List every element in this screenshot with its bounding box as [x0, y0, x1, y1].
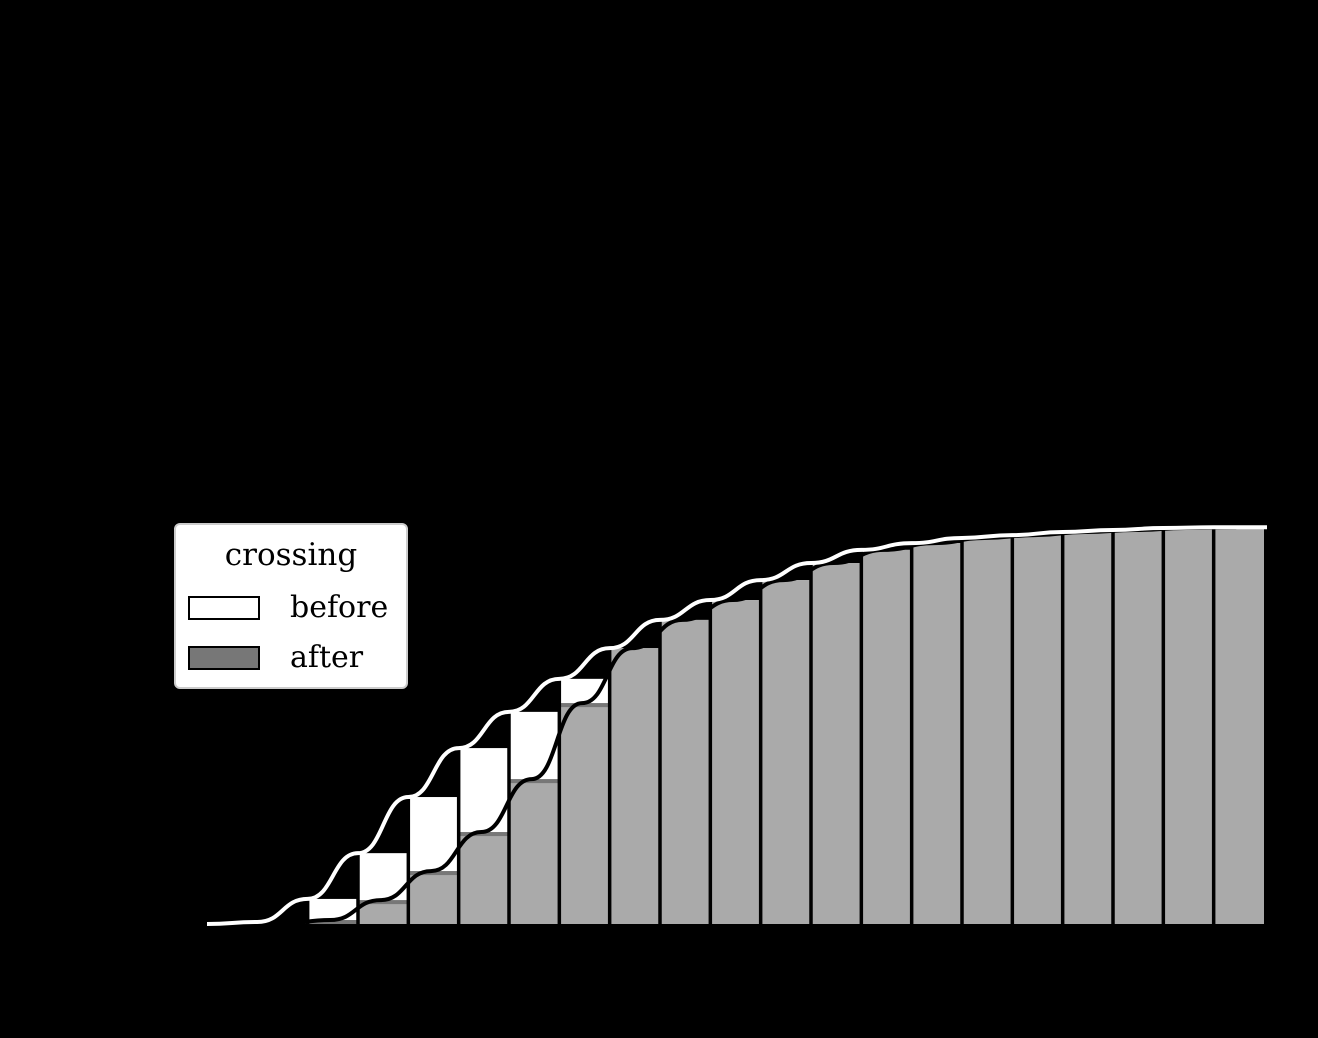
legend-item-before: before — [188, 593, 388, 623]
legend: crossing before after — [174, 523, 408, 689]
after-bar — [911, 543, 962, 924]
legend-swatch-before — [188, 596, 260, 620]
after-bar-top-edge — [559, 703, 610, 708]
legend-item-after: after — [188, 643, 363, 673]
legend-label-before: before — [290, 590, 389, 625]
after-bar — [1113, 529, 1164, 924]
after-bar — [358, 900, 409, 924]
after-bar — [1062, 531, 1113, 924]
after-bar — [811, 563, 862, 924]
bar-edges — [255, 527, 1216, 924]
after-bar-top-edge — [509, 779, 560, 784]
after-bar — [408, 871, 459, 924]
after-bar — [962, 537, 1013, 924]
after-bar-top-edge — [358, 900, 409, 905]
after-bar — [861, 549, 912, 924]
after-bar — [609, 648, 660, 924]
after-bar-top-edge — [458, 832, 509, 837]
after-bar — [509, 779, 560, 924]
legend-swatch-after — [188, 646, 260, 670]
after-bar-top-edge — [307, 920, 358, 925]
legend-label-after: after — [290, 640, 364, 675]
legend-title: crossing — [224, 537, 358, 573]
after-bar — [458, 832, 509, 924]
after-bar — [710, 600, 761, 924]
after-bar — [660, 619, 711, 924]
after-bar — [1012, 535, 1063, 924]
before-cdf-curve — [204, 525, 1267, 926]
after-bars — [307, 527, 1264, 925]
after-bar — [559, 703, 610, 924]
after-bar — [1163, 527, 1214, 924]
after-bar — [760, 580, 811, 924]
after-bar-top-edge — [408, 871, 459, 876]
after-bar — [1213, 527, 1264, 924]
after-cdf-curve — [207, 525, 1237, 926]
